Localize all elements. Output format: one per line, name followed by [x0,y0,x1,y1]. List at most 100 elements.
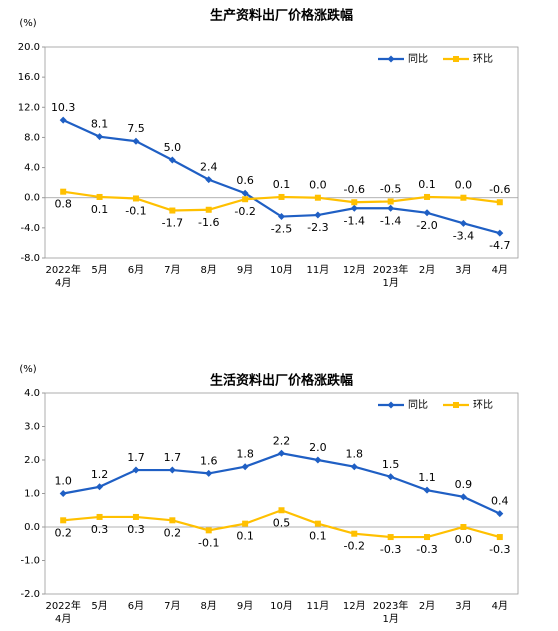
value-label: -4.7 [489,239,510,252]
x-tick-label: 6月 [128,600,144,612]
x-tick-label: 5月 [91,264,107,276]
y-tick-label: -4.0 [20,223,40,234]
y-tick-label: 0.0 [24,193,40,204]
value-label: 1.7 [127,451,145,464]
point [168,156,176,164]
point [423,209,431,217]
value-label: 1.1 [418,471,436,484]
value-label: -1.6 [198,216,219,229]
value-label: 1.8 [236,448,254,461]
point [132,137,140,145]
value-label: 10.3 [51,101,76,114]
value-label: 0.6 [236,174,254,187]
value-label: 0.1 [418,178,436,191]
point [242,196,249,203]
point [60,517,67,524]
legend-label: 同比 [408,53,428,65]
point [241,463,249,471]
legend-marker [387,55,395,63]
value-label: 0.3 [127,523,145,536]
point [459,219,467,227]
point [278,507,285,514]
y-tick-label: 8.0 [24,132,40,143]
point [350,204,358,212]
x-tick-label: 4月 [492,264,508,276]
value-label: 0.2 [164,526,182,539]
value-label: 0.1 [273,178,291,191]
y-tick-label: -2.0 [20,589,40,600]
value-label: 1.7 [164,451,182,464]
point [205,206,212,213]
value-label: -0.2 [344,540,365,553]
value-label: 0.8 [54,198,72,211]
y-tick-label: -1.0 [20,556,40,567]
x-tick-label: 11月 [307,264,330,276]
x-tick-label: 3月 [455,264,471,276]
legend-label: 环比 [473,53,493,65]
value-label: 5.0 [164,141,182,154]
value-label: -3.4 [453,229,474,242]
y-tick-label: 1.0 [24,489,40,500]
value-label: 2.4 [200,161,218,174]
value-label: -0.2 [234,205,255,218]
x-tick-label: 2022年 4月 [45,263,80,289]
value-label: -2.0 [416,219,437,232]
value-label: 0.2 [54,526,72,539]
x-tick-label: 4月 [492,600,508,612]
legend-label: 环比 [473,399,493,411]
value-label: -0.1 [198,536,219,549]
x-tick-label: 9月 [237,600,253,612]
value-label: 1.8 [346,448,364,461]
x-tick-label: 3月 [455,600,471,612]
value-label: 0.0 [455,533,473,546]
point [314,520,321,527]
x-tick-label: 9月 [237,264,253,276]
legend-label: 同比 [408,399,428,411]
point [278,449,285,457]
value-label: 0.5 [273,516,291,529]
chart-title: 生活资料出厂价格涨跌幅 [210,373,353,389]
point [314,456,322,464]
point [350,463,358,471]
legend-marker [453,402,459,408]
value-label: -0.1 [125,204,146,217]
value-label: 0.9 [455,478,473,491]
point [459,493,467,501]
value-label: 0.0 [309,179,327,192]
value-label: 0.3 [91,523,109,536]
point [460,524,467,530]
value-label: 1.5 [382,458,400,471]
value-label: -2.3 [307,221,328,234]
point [460,194,467,201]
x-tick-label: 10月 [270,264,293,276]
x-tick-label: 12月 [343,264,366,276]
point [59,116,67,124]
y-tick-label: 3.0 [24,422,40,433]
value-label: 1.0 [54,475,72,488]
value-label: -0.5 [380,182,401,195]
x-tick-label: 10月 [270,600,293,612]
value-label: 0.1 [236,530,254,543]
point [242,520,249,527]
point [423,486,431,494]
x-tick-label: 2022年 4月 [45,599,80,625]
point [169,207,176,214]
value-label: -0.6 [344,183,365,196]
value-label: 2.0 [309,441,327,454]
x-tick-label: 2023年 1月 [373,263,408,289]
y-axis-label: (%) [19,364,36,375]
value-label: 7.5 [127,122,145,135]
point [496,229,504,237]
value-label: -0.3 [416,543,437,556]
point [387,204,395,212]
point [496,534,503,541]
value-label: -0.3 [380,543,401,556]
point [59,490,67,497]
x-tick-label: 5月 [91,600,107,612]
point [96,193,103,200]
point [314,194,321,201]
point [132,513,139,520]
point [314,211,322,219]
value-label: -0.3 [489,543,510,556]
point [496,199,503,206]
